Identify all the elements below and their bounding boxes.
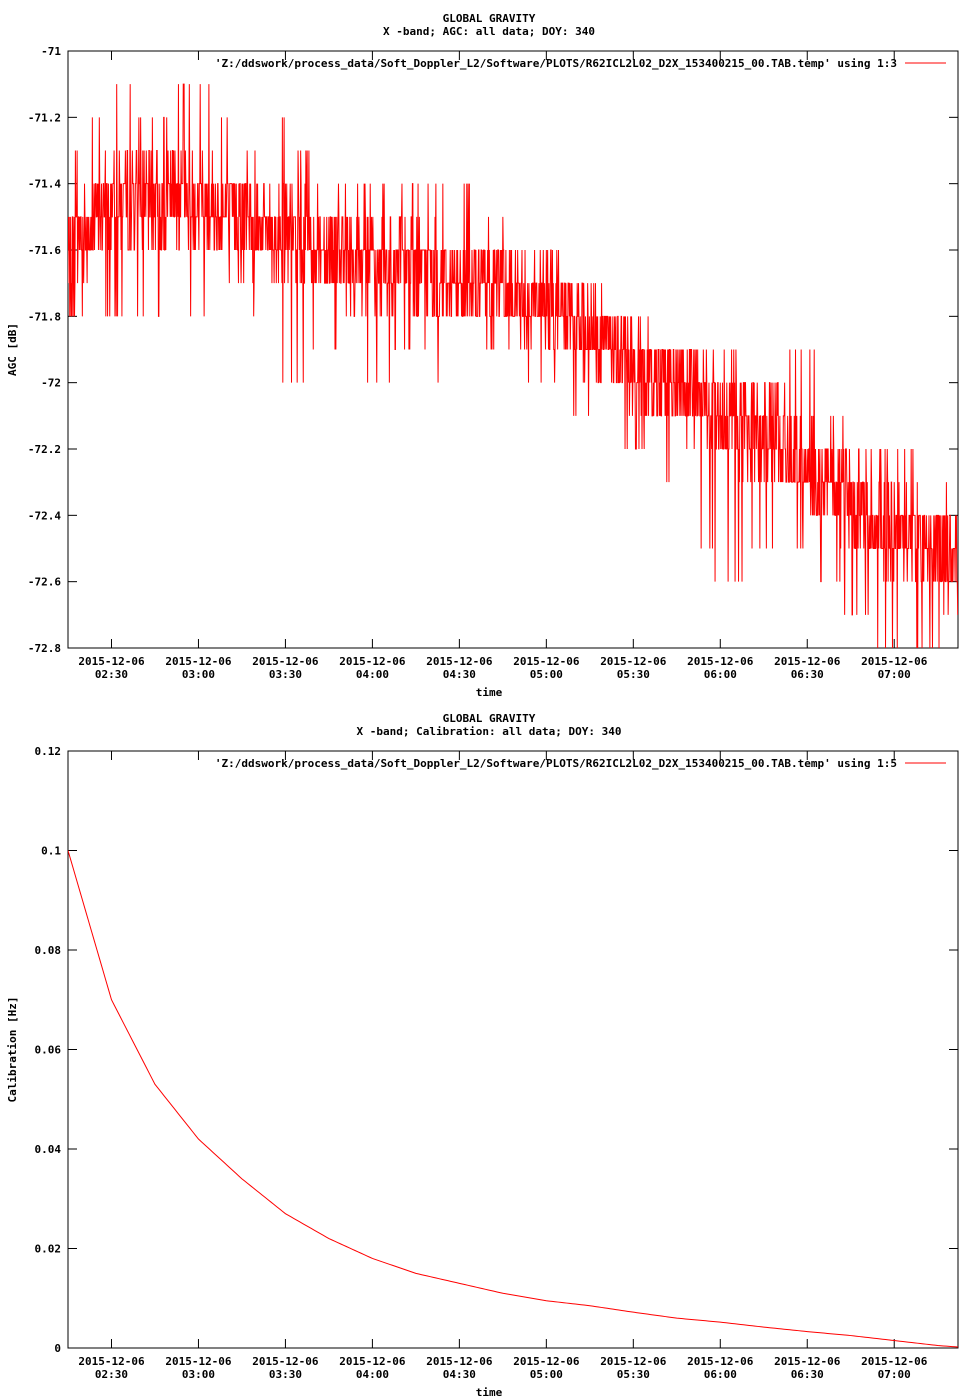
x-tick-label-time: 05:30 xyxy=(617,668,650,681)
x-tick-label-date: 2015-12-06 xyxy=(339,655,406,668)
y-tick-label: -71 xyxy=(41,45,61,58)
chart-title: GLOBAL GRAVITY xyxy=(443,12,536,25)
y-tick-label: -71.4 xyxy=(28,178,61,191)
x-tick-label-time: 05:30 xyxy=(617,1368,650,1381)
y-tick-label: 0.08 xyxy=(35,944,62,957)
series-line xyxy=(68,83,958,648)
y-axis-label: AGC [dB] xyxy=(6,323,19,376)
x-tick-label-date: 2015-12-06 xyxy=(687,655,754,668)
x-tick-label-date: 2015-12-06 xyxy=(78,1355,145,1368)
x-tick-label-time: 06:30 xyxy=(791,1368,824,1381)
x-tick-label-time: 07:00 xyxy=(878,668,911,681)
x-tick-label-time: 05:00 xyxy=(530,668,563,681)
x-tick-label-time: 02:30 xyxy=(95,668,128,681)
x-tick-label-time: 03:30 xyxy=(269,1368,302,1381)
x-tick-label-time: 07:00 xyxy=(878,1368,911,1381)
chart-title: GLOBAL GRAVITY xyxy=(443,712,536,725)
y-tick-label: 0.1 xyxy=(41,845,61,858)
y-tick-label: 0.02 xyxy=(35,1243,62,1256)
x-tick-label-date: 2015-12-06 xyxy=(861,1355,928,1368)
plot-frame xyxy=(67,750,959,1349)
x-tick-label-date: 2015-12-06 xyxy=(339,1355,406,1368)
chart-subtitle: X -band; Calibration: all data; DOY: 340 xyxy=(357,725,622,738)
y-tick-label: 0.12 xyxy=(35,745,62,758)
x-tick-label-time: 06:00 xyxy=(704,668,737,681)
x-tick-label-time: 03:00 xyxy=(182,1368,215,1381)
x-tick-label-date: 2015-12-06 xyxy=(774,655,841,668)
y-tick-label: -72.2 xyxy=(28,443,61,456)
x-tick-label-time: 02:30 xyxy=(95,1368,128,1381)
x-axis-label: time xyxy=(476,686,503,699)
y-tick-label: 0 xyxy=(54,1342,61,1355)
y-tick-label: 0.06 xyxy=(35,1044,62,1057)
x-tick-label-date: 2015-12-06 xyxy=(600,655,667,668)
y-tick-label: 0.04 xyxy=(35,1143,62,1156)
x-tick-label-date: 2015-12-06 xyxy=(78,655,145,668)
legend-entry: 'Z:/ddswork/process_data/Soft_Doppler_L2… xyxy=(215,757,897,770)
y-tick-label: -72.8 xyxy=(28,642,61,655)
x-tick-label-date: 2015-12-06 xyxy=(600,1355,667,1368)
series-line xyxy=(68,850,958,1348)
x-tick-label-date: 2015-12-06 xyxy=(252,655,319,668)
y-tick-label: -72 xyxy=(41,377,61,390)
chart-subtitle: X -band; AGC: all data; DOY: 340 xyxy=(383,25,595,38)
x-tick-label-time: 04:30 xyxy=(443,668,476,681)
x-tick-label-date: 2015-12-06 xyxy=(252,1355,319,1368)
y-tick-label: -71.8 xyxy=(28,310,61,323)
x-axis-label: time xyxy=(476,1386,503,1399)
x-tick-label-date: 2015-12-06 xyxy=(687,1355,754,1368)
x-tick-label-date: 2015-12-06 xyxy=(165,655,232,668)
y-tick-label: -72.4 xyxy=(28,509,61,522)
y-axis-label: Calibration [Hz] xyxy=(6,997,19,1103)
plot-frame xyxy=(67,50,959,649)
y-tick-label: -72.6 xyxy=(28,576,61,589)
x-tick-label-time: 06:00 xyxy=(704,1368,737,1381)
x-tick-label-time: 03:00 xyxy=(182,668,215,681)
x-tick-label-date: 2015-12-06 xyxy=(426,1355,493,1368)
x-tick-label-date: 2015-12-06 xyxy=(774,1355,841,1368)
x-tick-label-date: 2015-12-06 xyxy=(861,655,928,668)
y-tick-label: -71.6 xyxy=(28,244,61,257)
x-tick-label-date: 2015-12-06 xyxy=(426,655,493,668)
x-tick-label-time: 04:00 xyxy=(356,668,389,681)
y-tick-label: -71.2 xyxy=(28,111,61,124)
x-tick-label-time: 04:30 xyxy=(443,1368,476,1381)
x-tick-label-time: 06:30 xyxy=(791,668,824,681)
x-tick-label-date: 2015-12-06 xyxy=(513,655,580,668)
x-tick-label-date: 2015-12-06 xyxy=(165,1355,232,1368)
x-tick-label-date: 2015-12-06 xyxy=(513,1355,580,1368)
x-tick-label-time: 05:00 xyxy=(530,1368,563,1381)
x-tick-label-time: 03:30 xyxy=(269,668,302,681)
x-tick-label-time: 04:00 xyxy=(356,1368,389,1381)
legend-entry: 'Z:/ddswork/process_data/Soft_Doppler_L2… xyxy=(215,57,897,70)
